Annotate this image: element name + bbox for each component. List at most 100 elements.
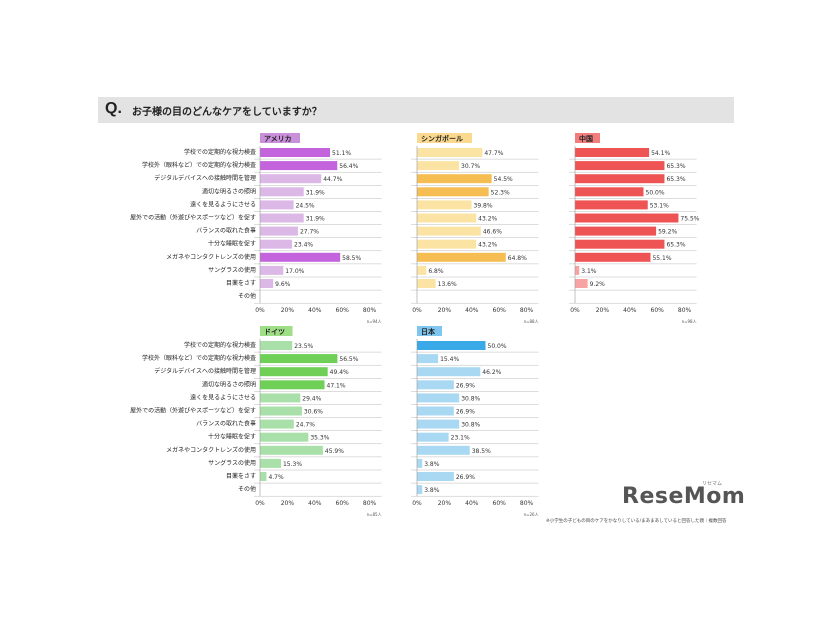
data-label: 29.4% bbox=[302, 395, 321, 402]
data-label: 30.6% bbox=[304, 409, 323, 416]
data-label: 38.5% bbox=[472, 448, 491, 455]
data-label: 75.5% bbox=[680, 216, 699, 223]
data-label: 31.9% bbox=[306, 216, 325, 223]
data-label: 23.4% bbox=[294, 242, 313, 249]
x-tick-label: 0% bbox=[255, 500, 265, 507]
x-tick-label: 40% bbox=[465, 307, 479, 314]
data-label: 26.9% bbox=[456, 474, 475, 481]
x-tick-label: 40% bbox=[308, 500, 322, 507]
bar bbox=[260, 265, 284, 275]
data-label: 31.9% bbox=[306, 189, 325, 196]
data-label: 43.2% bbox=[478, 242, 497, 249]
category-label: 学校外（眼科など）での定期的な視力検査 bbox=[142, 354, 256, 362]
bar bbox=[260, 187, 304, 197]
bar bbox=[417, 472, 454, 481]
data-label: 53.1% bbox=[650, 202, 669, 209]
bar bbox=[417, 393, 460, 403]
bar bbox=[575, 200, 648, 210]
bar bbox=[417, 174, 492, 184]
panel-title: シンガポール bbox=[421, 134, 463, 143]
bar bbox=[417, 380, 454, 390]
x-tick-label: 0% bbox=[412, 307, 422, 314]
bar bbox=[260, 432, 309, 442]
x-tick-label: 60% bbox=[336, 307, 350, 314]
category-label: 屋外での活動（外遊びやスポーツなど）を促す bbox=[130, 214, 256, 222]
data-label: 17.0% bbox=[285, 268, 304, 275]
bar bbox=[260, 252, 341, 262]
sample-size: n=26人 bbox=[524, 512, 539, 517]
bar bbox=[260, 148, 331, 157]
bar bbox=[417, 200, 472, 210]
bar bbox=[260, 341, 293, 350]
category-label: 遠くを見るようにさせる bbox=[190, 393, 256, 401]
category-label: サングラスの使用 bbox=[208, 459, 256, 467]
data-label: 13.6% bbox=[438, 281, 457, 288]
data-label: 4.7% bbox=[268, 474, 284, 481]
data-label: 51.1% bbox=[332, 150, 351, 157]
data-label: 30.7% bbox=[461, 163, 480, 170]
category-label: 適切な明るさの照明 bbox=[202, 187, 256, 195]
data-label: 52.3% bbox=[491, 189, 510, 196]
panel-title: 中国 bbox=[579, 134, 593, 143]
data-label: 44.7% bbox=[323, 176, 342, 183]
data-label: 30.8% bbox=[461, 422, 480, 429]
data-label: 46.6% bbox=[483, 229, 502, 236]
x-tick-label: 80% bbox=[678, 307, 692, 314]
bar bbox=[417, 419, 460, 429]
bar bbox=[417, 445, 470, 455]
data-label: 23.1% bbox=[451, 435, 470, 442]
footnote: ※小学生の子どもの目のケアをかなりしている/まあまあしていると回答した親｜複数回… bbox=[546, 519, 727, 524]
x-tick-label: 40% bbox=[465, 500, 479, 507]
bar bbox=[417, 406, 454, 416]
x-tick-label: 20% bbox=[438, 307, 452, 314]
data-label: 56.5% bbox=[339, 356, 358, 363]
x-tick-label: 60% bbox=[651, 307, 665, 314]
category-label: 十分な睡眠を促す bbox=[208, 433, 256, 441]
sample-size: n=88人 bbox=[524, 319, 539, 324]
bar bbox=[575, 161, 665, 171]
bar bbox=[417, 354, 439, 364]
bar bbox=[260, 279, 274, 288]
data-label: 3.1% bbox=[581, 268, 597, 275]
data-label: 58.5% bbox=[342, 255, 361, 262]
resemom-logo: ReseMom bbox=[622, 484, 746, 509]
bar bbox=[417, 279, 436, 288]
category-label: 屋外での活動（外遊びやスポーツなど）を促す bbox=[130, 407, 256, 415]
data-label: 65.3% bbox=[666, 242, 685, 249]
bar bbox=[417, 458, 423, 468]
panel-tag bbox=[575, 133, 600, 143]
logo-ruby: リセマム bbox=[702, 481, 723, 487]
bar bbox=[260, 226, 298, 236]
data-label: 26.9% bbox=[456, 382, 475, 389]
bar bbox=[260, 161, 338, 171]
bar bbox=[575, 252, 651, 262]
data-label: 24.5% bbox=[296, 202, 315, 209]
data-label: 59.2% bbox=[658, 229, 677, 236]
category-label: メガネやコンタクトレンズの使用 bbox=[166, 253, 256, 261]
chart-panel-sg: シンガポール 47.7% 30.7% 54.5% 52.3% 39.8% 43.2% 46.6… bbox=[411, 133, 539, 324]
bar bbox=[260, 354, 338, 364]
panel-tag bbox=[260, 326, 293, 336]
category-label: 目薬をさす bbox=[226, 279, 256, 287]
panel-title: アメリカ bbox=[264, 135, 292, 143]
panel-tag bbox=[417, 326, 442, 336]
bar bbox=[417, 187, 489, 197]
bar bbox=[260, 367, 328, 377]
data-label: 35.3% bbox=[310, 435, 329, 442]
x-tick-label: 80% bbox=[363, 500, 377, 507]
data-label: 65.3% bbox=[666, 163, 685, 170]
question-text: お子様の目のどんなケアをしていますか？ bbox=[132, 107, 322, 118]
category-label: 十分な睡眠を促す bbox=[208, 240, 256, 248]
data-label: 15.4% bbox=[440, 356, 459, 363]
category-label: バランスの取れた食事 bbox=[196, 227, 256, 235]
data-label: 3.8% bbox=[424, 461, 440, 468]
x-tick-label: 20% bbox=[281, 307, 295, 314]
x-tick-label: 20% bbox=[438, 500, 452, 507]
question-mark: Q. bbox=[105, 100, 122, 117]
bar bbox=[260, 419, 294, 429]
x-tick-label: 80% bbox=[363, 307, 377, 314]
category-label: 適切な明るさの照明 bbox=[202, 380, 256, 388]
data-label: 26.9% bbox=[456, 409, 475, 416]
x-tick-label: 20% bbox=[596, 307, 610, 314]
